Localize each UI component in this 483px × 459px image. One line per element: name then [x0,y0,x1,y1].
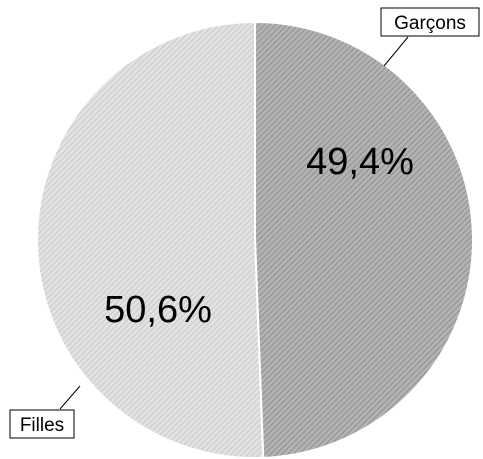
leader-line-garcons [383,36,409,67]
category-label-filles: Filles [20,415,64,436]
callout-box-filles [9,409,75,439]
category-label-garcons: Garçons [394,13,466,34]
pie-slice-filles [36,20,265,459]
leader-line-filles [59,385,81,410]
slice-label-garcons: 49,4% [306,141,414,183]
slice-label-filles: 50,6% [104,289,212,331]
pie-slice-garcons [254,20,474,459]
callout-box-garcons [380,7,480,37]
